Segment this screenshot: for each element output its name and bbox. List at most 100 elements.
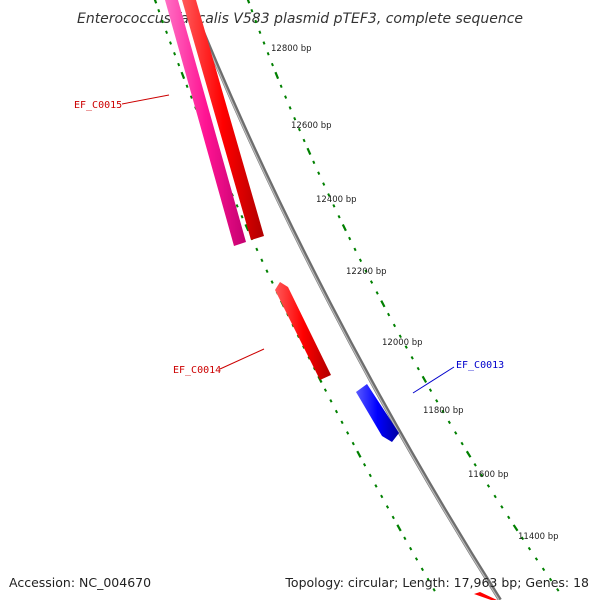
outer-tick	[527, 546, 532, 551]
outer-tick	[548, 577, 553, 582]
outer-tick	[380, 300, 386, 308]
outer-tick	[520, 536, 525, 541]
outer-tick	[327, 193, 331, 197]
outer-tick	[460, 441, 464, 446]
accession-text: Accession: NC_004670	[9, 575, 151, 590]
tick-label-12400: 12400 bp	[316, 195, 357, 205]
inner-tick	[161, 19, 165, 24]
outer-tick	[250, 8, 254, 13]
forward-track-segment-bottom	[474, 592, 497, 600]
gene-ef-c0014-arrow	[275, 282, 331, 380]
outer-tick	[274, 71, 280, 80]
outer-tick	[288, 106, 292, 110]
outer-tick	[556, 588, 560, 592]
outer-tick	[404, 345, 408, 349]
inner-tick	[368, 473, 372, 478]
gene-ef-c0013-arrow	[356, 384, 399, 442]
inner-tick	[255, 247, 259, 252]
outer-tick	[493, 494, 497, 499]
outer-tick	[358, 258, 363, 263]
outer-tick	[486, 484, 491, 488]
outer-tick	[254, 19, 258, 24]
outer-tick	[541, 567, 546, 572]
plasmid-backbone-highlight	[188, 0, 500, 600]
outer-tick	[435, 399, 439, 403]
outer-tick	[262, 41, 266, 45]
inner-tick	[270, 280, 274, 284]
inner-tick	[340, 420, 344, 425]
tick-label-12800: 12800 bp	[271, 44, 312, 54]
outer-tick	[337, 214, 341, 219]
inner-tick	[362, 463, 367, 467]
inner-tick	[356, 450, 362, 458]
inner-tick	[265, 269, 269, 273]
inner-tick	[157, 8, 161, 13]
outer-tick	[480, 473, 484, 478]
outer-tick	[465, 450, 472, 458]
inner-tick	[391, 515, 395, 520]
inner-tick	[409, 546, 413, 551]
outer-tick	[369, 280, 374, 284]
inner-tick	[374, 484, 378, 488]
outer-tick	[246, 0, 251, 4]
outer-tick	[258, 30, 262, 34]
inner-tick	[153, 0, 158, 4]
inner-tick	[346, 431, 350, 435]
outer-tick	[353, 247, 357, 252]
outer-tick	[312, 160, 316, 165]
inner-tick	[189, 95, 193, 99]
outer-tick	[454, 431, 458, 435]
summary-text: Topology: circular; Length: 17,963 bp; G…	[284, 575, 589, 590]
tick-label-12600: 12600 bp	[291, 121, 332, 131]
inner-tick	[173, 52, 177, 56]
outer-tick-marks	[246, 0, 560, 592]
inner-tick	[414, 557, 419, 561]
outer-tick	[421, 375, 428, 383]
outer-tick	[317, 171, 321, 175]
outer-tick	[348, 236, 352, 241]
outer-tick	[473, 463, 477, 467]
inner-tick	[334, 409, 339, 414]
outer-tick	[447, 420, 451, 425]
outer-tick	[279, 84, 283, 89]
inner-tick	[169, 41, 172, 45]
outer-tick	[410, 356, 414, 360]
inner-tick	[426, 577, 430, 582]
inner-tick	[235, 204, 239, 208]
tick-label-12000: 12000 bp	[382, 338, 423, 348]
tick-label-11400: 11400 bp	[518, 532, 559, 542]
outer-tick	[375, 291, 379, 295]
leader-line-ef-c0015	[121, 94, 170, 105]
tick-label-12200: 12200 bp	[346, 267, 387, 277]
outer-tick	[441, 409, 445, 414]
outer-tick	[428, 388, 433, 392]
inner-tick	[165, 30, 169, 34]
inner-tick	[420, 567, 424, 572]
inner-tick	[432, 588, 436, 592]
inner-tick	[380, 494, 384, 499]
outer-tick	[416, 366, 420, 371]
outer-tick	[266, 52, 270, 56]
outer-tick	[284, 95, 288, 99]
inner-tick	[177, 62, 181, 67]
inner-tick	[185, 84, 189, 89]
outer-tick	[512, 524, 519, 532]
outer-tick	[302, 138, 306, 143]
outer-tick	[398, 334, 402, 339]
leader-line-ef-c0014	[219, 348, 265, 370]
inner-tick	[396, 524, 402, 532]
inner-tick	[323, 388, 327, 392]
outer-tick	[507, 515, 511, 520]
gene-label-ef-c0013: EF_C0013	[456, 360, 504, 371]
outer-tick	[534, 557, 539, 561]
inner-tick	[351, 441, 355, 446]
outer-tick	[322, 182, 326, 186]
outer-tick	[392, 323, 397, 328]
leader-line-ef-c0013	[412, 366, 455, 394]
inner-tick	[260, 258, 264, 263]
tick-label-11600: 11600 bp	[468, 470, 509, 480]
outer-tick	[341, 224, 347, 232]
gene-ef-c0015-arrow	[165, 0, 246, 246]
inner-tick	[240, 214, 244, 219]
